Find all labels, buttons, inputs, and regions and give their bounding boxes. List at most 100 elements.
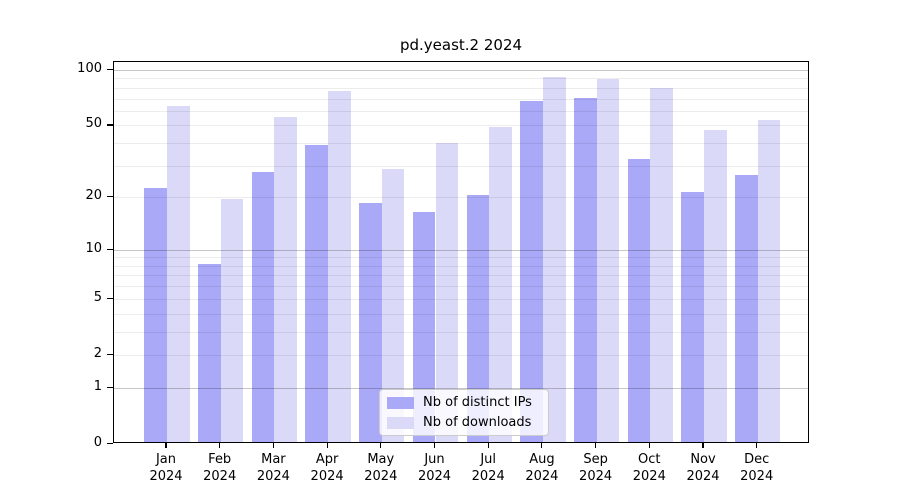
bar-may-downloads [381, 169, 405, 442]
gridline-minor [114, 98, 808, 100]
gridline-minor [114, 275, 808, 277]
x-tick-label-dec: Dec 2024 [725, 451, 789, 485]
gridline-minor [114, 87, 808, 89]
x-tick [648, 443, 650, 448]
x-tick-label-sep: Sep 2024 [564, 451, 628, 485]
y-tick-label: 50 [85, 116, 102, 132]
y-tick-label: 1 [93, 378, 102, 394]
plot-area: Nb of distinct IPs Nb of downloads [113, 61, 809, 443]
y-tick [106, 443, 113, 445]
x-tick-label-nov: Nov 2024 [671, 451, 735, 485]
x-tick-year: 2024 [364, 469, 398, 484]
y-tick-label: 20 [85, 188, 102, 204]
legend-label-distinct-ips: Nb of distinct IPs [423, 395, 532, 410]
bar-nov-distinct-ips [681, 191, 704, 442]
legend-swatch-distinct-ips [387, 396, 414, 409]
x-tick-label-aug: Aug 2024 [510, 451, 574, 485]
gridline-minor [114, 354, 808, 356]
x-tick [487, 443, 489, 448]
x-tick-year: 2024 [686, 469, 720, 484]
y-tick-label: 100 [77, 61, 102, 76]
x-tick [595, 443, 597, 448]
bar-jul-downloads [489, 126, 512, 442]
bar-oct-downloads [650, 87, 673, 442]
gridline-major [114, 70, 808, 71]
bar-may-distinct-ips [359, 203, 382, 442]
x-tick [165, 443, 167, 448]
y-tick-label: 10 [85, 240, 102, 256]
legend: Nb of distinct IPs Nb of downloads [379, 389, 549, 436]
bar-mar-downloads [274, 117, 298, 442]
x-tick [272, 443, 274, 448]
y-tick-label: 5 [93, 289, 102, 305]
bar-dec-distinct-ips [735, 174, 758, 442]
y-tick [106, 69, 113, 71]
bar-feb-distinct-ips [198, 263, 221, 442]
bar-jan-distinct-ips [144, 187, 167, 442]
x-tick-label-jan: Jan 2024 [134, 451, 198, 485]
x-tick [219, 443, 221, 448]
gridline-minor [114, 286, 808, 288]
bar-feb-downloads [220, 199, 244, 442]
x-tick [326, 443, 328, 448]
x-tick-year: 2024 [471, 469, 505, 484]
y-tick-label: 0 [93, 435, 102, 450]
x-tick-year: 2024 [417, 469, 452, 484]
gridline-major [114, 387, 808, 389]
x-tick-year: 2024 [740, 469, 774, 484]
x-tick-year: 2024 [256, 469, 290, 484]
bar-apr-downloads [328, 91, 351, 442]
x-tick-label-jul: Jul 2024 [456, 451, 520, 485]
bar-jul-distinct-ips [466, 195, 490, 442]
bar-jan-downloads [167, 106, 190, 442]
grid-layer [114, 62, 808, 442]
gridline-minor [114, 143, 808, 145]
bar-aug-distinct-ips [520, 101, 543, 442]
y-tick [106, 196, 113, 198]
bar-sep-distinct-ips [573, 97, 597, 442]
y-tick [106, 124, 113, 126]
x-tick-year: 2024 [525, 469, 559, 484]
x-tick [433, 443, 436, 448]
bar-dec-downloads [757, 120, 781, 442]
x-tick-year: 2024 [203, 469, 237, 484]
y-tick [106, 353, 113, 356]
legend-label-downloads: Nb of downloads [423, 415, 532, 430]
bar-jun-distinct-ips [412, 212, 436, 442]
y-tick-label: 2 [93, 345, 102, 361]
bar-apr-distinct-ips [305, 145, 329, 442]
x-tick-label-feb: Feb 2024 [188, 451, 252, 485]
y-tick [106, 386, 113, 389]
x-tick-label-apr: Apr 2024 [295, 451, 359, 485]
gridline-minor [114, 331, 808, 333]
gridline-major [114, 249, 808, 251]
x-tick-year: 2024 [310, 469, 344, 484]
bar-sep-downloads [596, 79, 620, 442]
gridline-minor [114, 110, 808, 112]
chart-title: pd.yeast.2 2024 [399, 36, 523, 54]
gridline-minor [114, 298, 808, 300]
bar-mar-distinct-ips [251, 171, 275, 442]
x-tick-label-mar: Mar 2024 [241, 451, 305, 485]
x-tick [380, 443, 382, 448]
y-tick [106, 248, 113, 250]
gridline-minor [114, 125, 808, 127]
gridline-minor [114, 197, 808, 199]
x-tick [756, 443, 758, 448]
y-tick [106, 297, 113, 299]
bar-jun-downloads [435, 143, 459, 442]
x-tick-label-oct: Oct 2024 [617, 451, 681, 485]
x-tick-year: 2024 [149, 469, 183, 484]
legend-swatch-downloads [387, 416, 414, 429]
x-tick [541, 443, 543, 448]
gridline-minor [114, 265, 808, 267]
x-tick-year: 2024 [632, 469, 666, 484]
legend-entry-downloads: Nb of downloads [387, 415, 548, 430]
legend-entry-distinct-ips: Nb of distinct IPs [387, 395, 548, 410]
bar-nov-downloads [704, 130, 727, 442]
x-tick-label-jun: Jun 2024 [403, 451, 467, 485]
x-tick [702, 443, 704, 448]
gridline-minor [114, 78, 808, 80]
bar-aug-downloads [542, 77, 566, 442]
